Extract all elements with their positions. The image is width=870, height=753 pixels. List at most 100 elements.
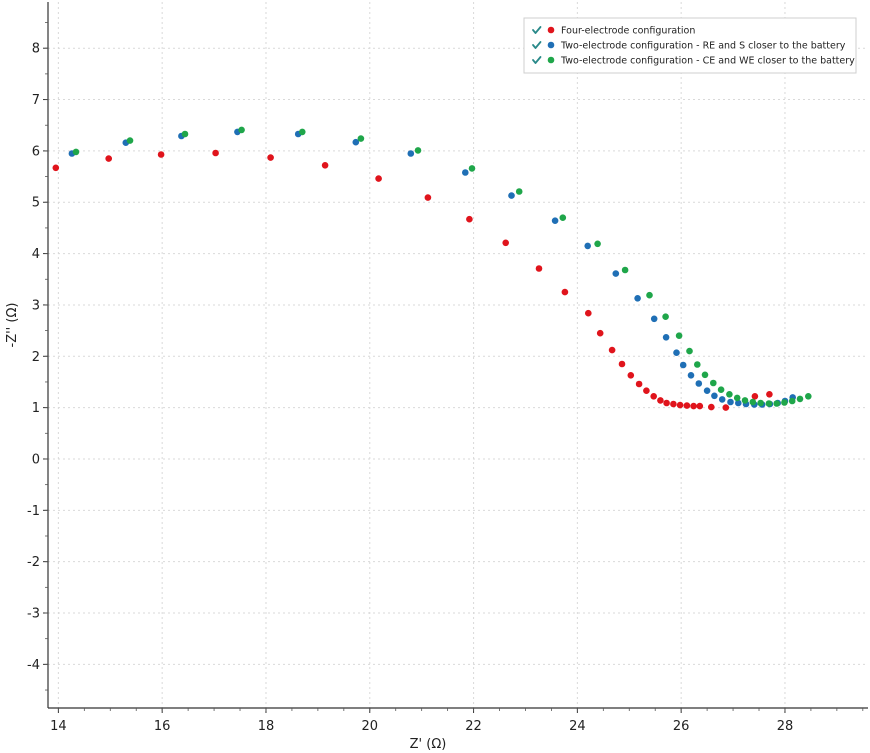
x-tick-label: 22 <box>465 719 482 734</box>
series-2-point <box>508 192 515 199</box>
series-1-point <box>52 164 60 172</box>
series-3-point <box>749 398 757 406</box>
checkmark-icon[interactable] <box>532 56 542 64</box>
series-3-point <box>757 399 764 407</box>
x-axis-title: Z' (Ω) <box>410 737 447 752</box>
axes <box>47 2 868 709</box>
series-3-point <box>238 126 245 134</box>
legend-label: Four-electrode configuration <box>561 26 695 37</box>
series-1-point <box>424 194 432 201</box>
series-1-point <box>608 346 616 354</box>
series-3-point <box>468 165 476 172</box>
series-1-point <box>670 400 677 408</box>
series-1-point <box>321 162 329 169</box>
series-3-point <box>646 291 653 299</box>
y-axis-ticks: -4 -3 -2 -1 0 1 2 3 4 5 6 7 8 <box>27 22 48 691</box>
y-tick-label: 7 <box>32 93 40 108</box>
series-1-point <box>375 175 382 182</box>
series-1-point <box>267 154 274 161</box>
grid-lines <box>48 2 868 708</box>
y-tick-label: 6 <box>32 144 40 159</box>
series-1-point <box>535 265 543 272</box>
legend-label: Two-electrode configuration - CE and WE … <box>560 56 855 67</box>
series-3-point <box>694 361 701 368</box>
series-3-point <box>181 130 189 138</box>
series-3-point <box>726 391 733 398</box>
data-points <box>52 126 812 411</box>
y-tick-label: -4 <box>27 658 40 673</box>
y-tick-label: 0 <box>32 452 40 467</box>
series-3-point <box>414 147 422 154</box>
legend-item-1[interactable]: Four-electrode configuration <box>532 26 695 37</box>
series-3-point <box>733 394 741 402</box>
series-3-point <box>805 393 812 400</box>
series-2-point <box>407 150 415 157</box>
series-2-point <box>462 169 469 176</box>
series-2-point <box>634 295 641 302</box>
legend-marker <box>547 56 555 64</box>
series-2-point <box>352 138 360 146</box>
series-3-point <box>717 386 725 394</box>
series-2-point <box>662 334 670 341</box>
legend-label: Two-electrode configuration - RE and S c… <box>560 41 846 52</box>
series-1-point <box>722 404 730 411</box>
checkmark-icon[interactable] <box>532 41 542 49</box>
series-2-point <box>735 399 742 407</box>
y-tick-label: 1 <box>32 401 40 416</box>
series-2-point <box>727 398 734 406</box>
x-tick-label: 20 <box>361 719 378 734</box>
series-3-point <box>515 188 523 195</box>
series-1-point <box>766 391 773 398</box>
series-2-point <box>679 361 687 369</box>
series-1-point <box>696 402 704 410</box>
series-1-point <box>708 403 715 411</box>
legend-marker <box>547 41 555 49</box>
series-1-point <box>502 239 510 247</box>
series-1-point <box>596 329 604 337</box>
series-1-point <box>683 402 691 409</box>
series-1-point <box>751 393 759 400</box>
series-3-point <box>594 240 601 248</box>
series-3-point <box>701 371 709 379</box>
series-3-point <box>796 395 804 403</box>
x-tick-label: 24 <box>569 719 586 734</box>
series-1-point <box>561 288 569 296</box>
series-1-point <box>650 393 657 400</box>
series-1-point <box>676 401 684 409</box>
checkmark-icon[interactable] <box>532 26 542 34</box>
y-tick-label: 5 <box>32 196 40 211</box>
legend-item-3[interactable]: Two-electrode configuration - CE and WE … <box>532 56 855 67</box>
series-2-point <box>711 392 718 400</box>
series-3-point <box>765 400 773 407</box>
series-3-point <box>781 399 788 406</box>
series-2-point <box>695 380 703 387</box>
y-tick-label: 2 <box>32 350 40 365</box>
series-1-point <box>627 372 635 379</box>
series-1-point <box>690 402 697 410</box>
series-3-point <box>299 128 306 136</box>
series-2-point <box>687 372 695 379</box>
series-2-point <box>650 315 658 323</box>
legend-marker <box>547 26 555 34</box>
legend-item-2[interactable]: Two-electrode configuration - RE and S c… <box>532 41 846 52</box>
series-3-point <box>773 400 780 407</box>
series-3-point <box>621 266 629 274</box>
series-3-point <box>741 397 749 404</box>
x-axis-ticks: 14 16 18 20 22 24 26 28 <box>50 708 864 734</box>
y-tick-label: -1 <box>27 504 40 519</box>
series-3-point <box>662 313 669 321</box>
legend[interactable]: Four-electrode configuration Two-electrod… <box>523 17 857 74</box>
series-2-point <box>703 387 711 395</box>
x-tick-label: 26 <box>673 719 690 734</box>
y-tick-label: 4 <box>32 247 40 262</box>
series-1-point <box>466 215 473 223</box>
series-3-point <box>675 332 683 340</box>
series-2-point <box>551 217 559 224</box>
series-1-point <box>585 309 592 317</box>
series-3-point <box>72 148 80 156</box>
x-tick-label: 14 <box>50 719 67 734</box>
y-tick-label: 3 <box>32 298 40 313</box>
series-1-point <box>663 399 670 407</box>
series-2-point <box>584 242 591 250</box>
